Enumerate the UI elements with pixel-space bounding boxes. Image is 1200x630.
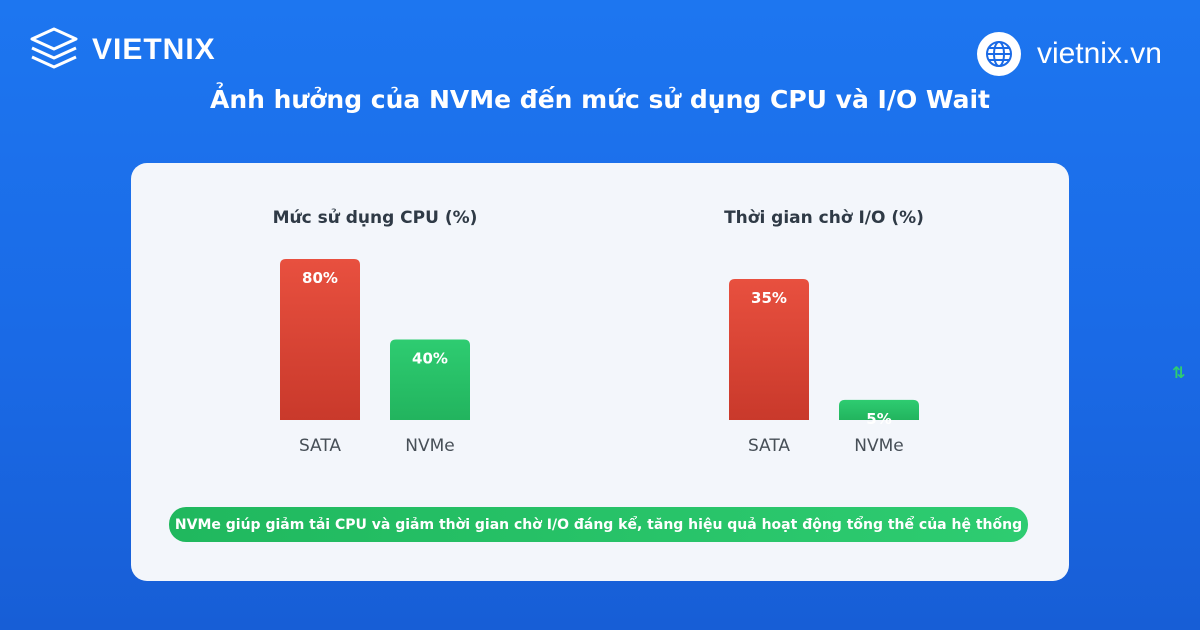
bar-io-nvme <box>839 399 919 420</box>
category-label: NVMe <box>405 436 454 456</box>
value-label: 80% <box>302 269 338 287</box>
brand-name: VIETNIX <box>92 33 216 66</box>
cpu-chart-title: Mức sử dụng CPU (%) <box>272 208 478 228</box>
page-title: Ảnh hưởng của NVMe đến mức sử dụng CPU v… <box>209 85 991 114</box>
category-label: SATA <box>748 436 790 456</box>
brand-logo: VIETNIX <box>28 26 216 74</box>
io-chart-title: Thời gian chờ I/O (%) <box>724 208 924 228</box>
server-stack-icon <box>30 27 78 69</box>
chart-card: Mức sử dụng CPU (%) Thời gian chờ I/O (%… <box>131 163 1069 581</box>
summary-note: NVMe giúp giảm tải CPU và giảm thời gian… <box>169 507 1028 542</box>
bar-io-sata <box>729 279 809 420</box>
category-label: NVMe <box>854 436 903 456</box>
site-badge: vietnix.vn <box>976 32 1162 76</box>
bar-cpu-nvme <box>390 339 470 420</box>
globe-icon <box>976 32 1021 76</box>
category-label: SATA <box>299 436 341 456</box>
value-label: 35% <box>751 289 787 307</box>
site-url: vietnix.vn <box>1036 37 1162 70</box>
bar-cpu-sata <box>280 259 360 420</box>
updown-arrows-icon: ⇅ <box>1172 363 1186 382</box>
value-label: 40% <box>412 350 448 368</box>
value-label: 5% <box>866 410 891 428</box>
charts-canvas: 80% SATA 40% NVMe 35% SATA 5% NVMe <box>280 259 919 456</box>
